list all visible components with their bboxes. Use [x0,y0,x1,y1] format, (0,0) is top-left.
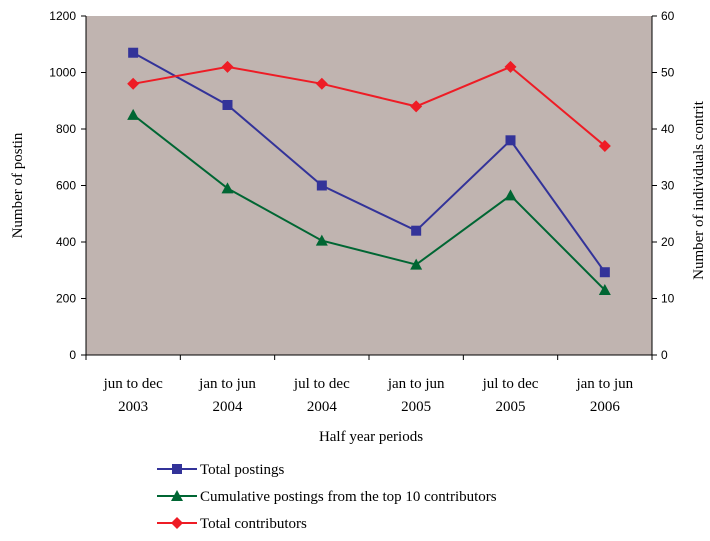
data-point [127,77,140,90]
x-tick-label: jul to dec [482,376,539,392]
y-right-tick-label: 10 [661,292,675,306]
label-layer: Half year periods Number of postin Number … [10,100,707,445]
y-left-tick-label: 600 [56,179,76,193]
series-line-2 [132,114,606,291]
y-right-tick-label: 50 [661,66,675,80]
data-point [315,234,328,246]
data-point [504,60,517,73]
y-left-tick-label: 1200 [49,9,76,23]
legend-marker [171,517,183,529]
y-right-tick-label: 60 [661,9,675,23]
x-tick-label: jan to jun [387,376,445,392]
data-point [505,135,516,146]
axes-layer: 0 200 400 600 800 1000 1200 0 10 20 30 40 50 60 jun to… [49,9,674,415]
y-left-tick-label: 200 [56,292,76,306]
y-right-tick-label: 30 [661,179,675,193]
plot-area [86,16,652,355]
y-left-tick-label: 0 [69,348,76,362]
legend: Total postings Cumulative postings from t… [157,462,497,532]
x-tick-label: 2004 [213,399,244,415]
x-tick-label: 2005 [496,399,526,415]
plot-layer [86,16,652,355]
data-point [504,189,517,201]
data-point [599,267,610,278]
y-right-tick-label: 40 [661,122,675,136]
data-point [128,47,139,58]
legend-marker [171,490,183,501]
data-point [410,100,423,113]
y-axis-title-left: Number of postin [10,132,26,238]
data-point [222,99,233,110]
data-point [316,180,327,191]
series-line-3 [132,65,606,147]
y-left-tick-label: 400 [56,235,76,249]
y-left-tick-label: 800 [56,122,76,136]
series-line-1 [132,51,606,273]
x-tick-label: 2004 [307,399,338,415]
data-point [315,77,328,90]
x-tick-label: 2003 [118,399,148,415]
data-point [411,225,422,236]
legend-label: Total postings [200,462,285,478]
data-point [410,258,423,270]
legend-label: Cumulative postings from the top 10 cont… [200,489,497,505]
data-point [598,284,611,296]
x-tick-label: jan to jun [198,376,256,392]
series-layer [127,47,611,296]
x-tick-label: jul to dec [293,376,350,392]
x-tick-label: 2006 [590,399,621,415]
y-axis-title-right: Number of individuals contrit [691,100,707,280]
x-tick-label: jan to jun [575,376,633,392]
legend-label: Total contributors [200,516,307,532]
y-right-tick-label: 20 [661,235,675,249]
y-left-tick-label: 1000 [49,66,76,80]
y-right-tick-label: 0 [661,348,668,362]
data-point [127,108,140,120]
data-point [221,60,234,73]
legend-marker [172,464,182,474]
x-axis-title: Half year periods [319,429,423,445]
data-point [221,182,234,194]
data-point [598,139,611,152]
x-tick-label: 2005 [401,399,431,415]
x-tick-label: jun to dec [103,376,163,392]
